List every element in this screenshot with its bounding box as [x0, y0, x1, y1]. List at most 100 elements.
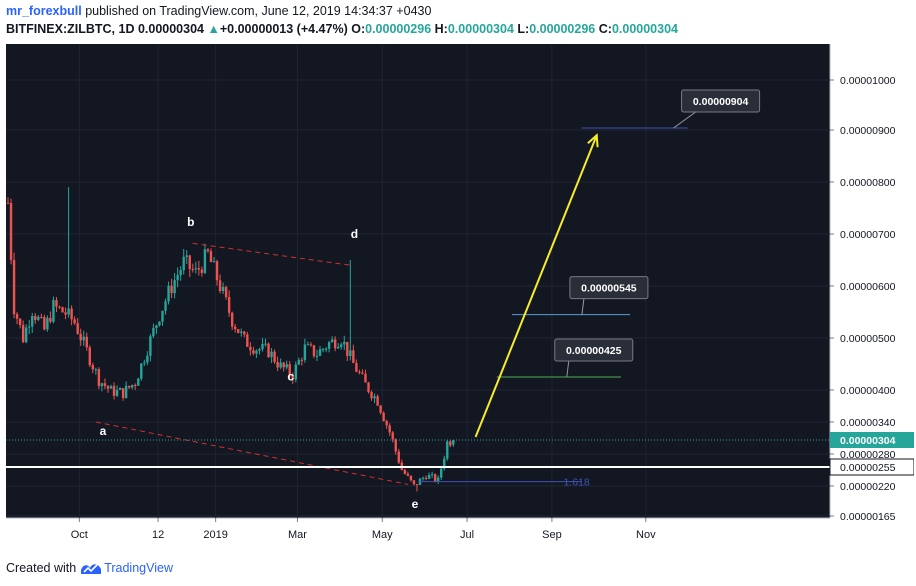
- candle-body: [109, 386, 113, 389]
- open-label: O:: [351, 22, 366, 36]
- candle-body: [124, 385, 128, 398]
- candle-body: [31, 315, 34, 327]
- candle-body: [303, 344, 307, 361]
- candle-body: [158, 321, 161, 326]
- candle-body: [376, 396, 379, 406]
- candle-body: [34, 315, 37, 320]
- candle-body: [24, 327, 28, 343]
- candle-body: [164, 301, 167, 311]
- candle-body: [185, 255, 188, 257]
- low-label: L:: [517, 22, 530, 36]
- candle-body: [261, 343, 264, 350]
- up-triangle-icon: ▲: [207, 22, 220, 36]
- candles-group: [6, 187, 455, 492]
- time-tick-label: Oct: [71, 529, 88, 541]
- candle-body: [70, 308, 73, 320]
- price-tick-label: 0.00000500: [840, 333, 896, 345]
- candle-body: [188, 255, 191, 269]
- candle-body: [285, 364, 288, 368]
- candle-body: [234, 326, 237, 330]
- candle-body: [167, 285, 170, 302]
- candle-body: [452, 440, 455, 445]
- candle-body: [449, 441, 452, 446]
- candle-body: [64, 312, 67, 315]
- candle-body: [221, 287, 225, 292]
- tradingview-brand[interactable]: TradingView: [80, 561, 173, 575]
- candle-body: [246, 334, 249, 347]
- candle-body: [355, 363, 358, 372]
- candle-body: [194, 268, 198, 270]
- candle-body: [297, 359, 301, 365]
- price-tick-label: 0.00000800: [840, 177, 896, 189]
- candle-body: [206, 249, 210, 252]
- wave-label: b: [187, 215, 194, 229]
- candle-body: [61, 307, 64, 313]
- time-tick-label: Nov: [636, 529, 656, 541]
- ohlc-line: BITFINEX:ZILBTC, 1D 0.00000304 ▲+0.00000…: [6, 22, 678, 36]
- candle-body: [149, 336, 152, 356]
- candle-body: [427, 474, 431, 479]
- candle-body: [446, 441, 449, 459]
- candle-body: [18, 318, 22, 326]
- candle-body: [21, 325, 25, 343]
- candle-body: [255, 350, 258, 354]
- candle-body: [112, 386, 116, 396]
- candle-body: [343, 341, 346, 345]
- chart-area[interactable]: 0.00001000 0.00000900 0.00000800 0.00000700…: [6, 44, 915, 548]
- candle-body: [391, 432, 394, 440]
- price-tick-label: 0.00000280: [840, 449, 896, 461]
- candle-body: [315, 355, 319, 357]
- candle-body: [264, 343, 267, 345]
- high-value: 0.00000304: [447, 22, 514, 36]
- candle-body: [6, 202, 10, 204]
- author-username[interactable]: mr_forexbull: [6, 4, 82, 18]
- candle-body: [200, 269, 204, 273]
- candle-body: [409, 475, 413, 481]
- price-chart[interactable]: 0.00001000 0.00000900 0.00000800 0.00000700…: [6, 44, 915, 548]
- candle-body: [52, 300, 55, 322]
- candle-body: [294, 364, 297, 380]
- candle-body: [406, 473, 410, 476]
- target-callout-box: [681, 89, 761, 113]
- wave-label: a: [100, 424, 107, 438]
- support-price-tag-label: 0.00000255: [840, 462, 896, 474]
- candle-body: [121, 388, 125, 398]
- candle-body: [361, 372, 364, 374]
- candle-body: [327, 342, 331, 349]
- target-callout-box: [569, 276, 649, 300]
- last-price-tag-label: 0.00000304: [840, 435, 896, 447]
- candle-body: [76, 323, 79, 334]
- candle-body: [140, 363, 143, 379]
- candle-body: [312, 345, 316, 357]
- target-callout-label: 0.00000545: [581, 283, 637, 295]
- candle-body: [203, 249, 207, 273]
- callout-pointer: [673, 111, 696, 129]
- candle-body: [388, 425, 391, 433]
- candle-body: [397, 451, 400, 463]
- candle-body: [218, 280, 222, 292]
- candle-body: [40, 316, 43, 318]
- symbol-label: BITFINEX:ZILBTC, 1D: [6, 22, 135, 36]
- last-price: 0.00000304: [137, 22, 204, 36]
- publish-line: mr_forexbull published on TradingView.co…: [6, 4, 431, 18]
- price-tick-label: 0.00000600: [840, 281, 896, 293]
- candle-body: [49, 317, 52, 322]
- candle-body: [15, 314, 19, 319]
- candle-body: [252, 350, 255, 354]
- candle-body: [212, 261, 216, 263]
- candle-body: [103, 383, 107, 386]
- candle-body: [58, 306, 61, 308]
- price-tick-label: 0.00000900: [840, 125, 896, 137]
- candle-body: [143, 362, 146, 364]
- footer-credit: Created with TradingView: [6, 561, 173, 575]
- tradingview-brand-label: TradingView: [104, 561, 173, 575]
- target-callout-label: 0.00000425: [566, 345, 622, 357]
- time-tick-label: Jul: [460, 529, 474, 541]
- candle-body: [291, 374, 294, 380]
- candle-body: [9, 203, 13, 261]
- candle-body: [155, 325, 158, 329]
- candle-body: [379, 405, 382, 413]
- candle-body: [443, 458, 446, 469]
- candle-body: [382, 412, 385, 422]
- candle-body: [182, 256, 185, 271]
